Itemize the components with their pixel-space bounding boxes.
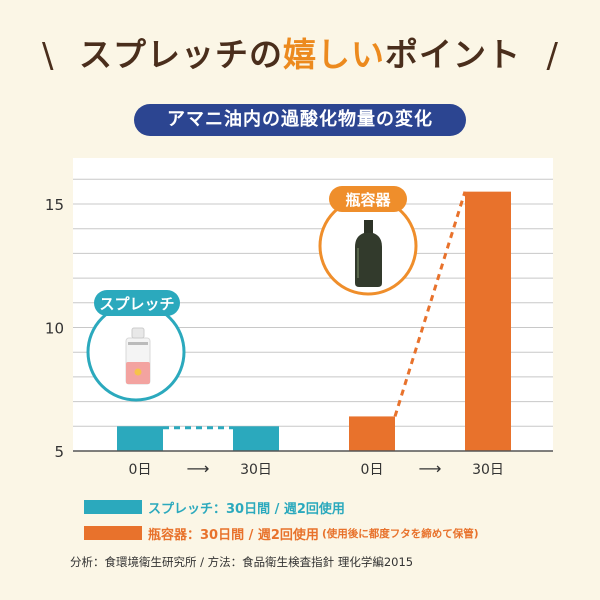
y-tick-label: 15	[45, 196, 64, 214]
legend-label-splecci: スプレッチ：30日間 / 週2回使用	[148, 501, 345, 517]
bars	[117, 191, 511, 451]
headline-text: スプレッチの嬉しいポイント	[79, 30, 521, 80]
connectors	[163, 191, 467, 430]
legend-swatch-splecci	[84, 500, 142, 514]
y-tick-label: 5	[54, 443, 64, 461]
bottle-badge: 瓶容器	[318, 186, 418, 296]
y-tick-labels: 5 10 15	[45, 196, 64, 461]
headline-part-1: スプレッチの	[79, 35, 283, 74]
legend-label-bottle: 瓶容器：30日間 / 週2回使用	[148, 527, 319, 543]
headline-part-3: ポイント	[385, 35, 521, 74]
bar	[465, 191, 511, 451]
x-arrow: ⟶	[419, 459, 442, 478]
bar	[117, 426, 163, 451]
chart-subtitle: アマニ油内の過酸化物量の変化	[134, 104, 466, 136]
headline-part-2: 嬉しい	[283, 35, 385, 74]
x-tick-label: 0日	[129, 462, 152, 478]
x-tick-label: 0日	[361, 462, 384, 478]
legend-bottle: 瓶容器：30日間 / 週2回使用 (使用後に都度フタを締めて保管)	[84, 523, 479, 543]
x-arrow: ⟶	[187, 459, 210, 478]
splecci-badge: スプレッチ	[86, 290, 186, 402]
y-tick-label: 10	[45, 320, 64, 338]
bar	[233, 426, 279, 451]
splecci-badge-label: スプレッチ	[99, 295, 174, 313]
x-tick-label: 30日	[472, 462, 504, 478]
x-tick-labels: 0日 30日 0日 30日 ⟶ ⟶	[129, 459, 504, 478]
headline-slash-right: /	[546, 36, 558, 76]
x-tick-label: 30日	[240, 462, 272, 478]
spray-bottle-icon	[125, 327, 151, 385]
bottle-badge-pill	[329, 186, 407, 212]
legend-note-bottle: (使用後に都度フタを締めて保管)	[321, 527, 479, 540]
headline-slash-left: \	[42, 36, 54, 76]
legend-swatch-bottle	[84, 526, 142, 540]
glass-bottle-icon	[355, 220, 382, 287]
bottle-badge-label: 瓶容器	[345, 191, 391, 209]
source-note: 分析：食環境衛生研究所 / 方法：食品衛生検査指針 理化学編2015	[70, 555, 414, 569]
legend-splecci: スプレッチ：30日間 / 週2回使用	[84, 497, 345, 517]
headline: スプレッチの嬉しいポイント	[0, 30, 600, 80]
splecci-badge-pill	[94, 290, 180, 316]
bar	[349, 416, 395, 451]
